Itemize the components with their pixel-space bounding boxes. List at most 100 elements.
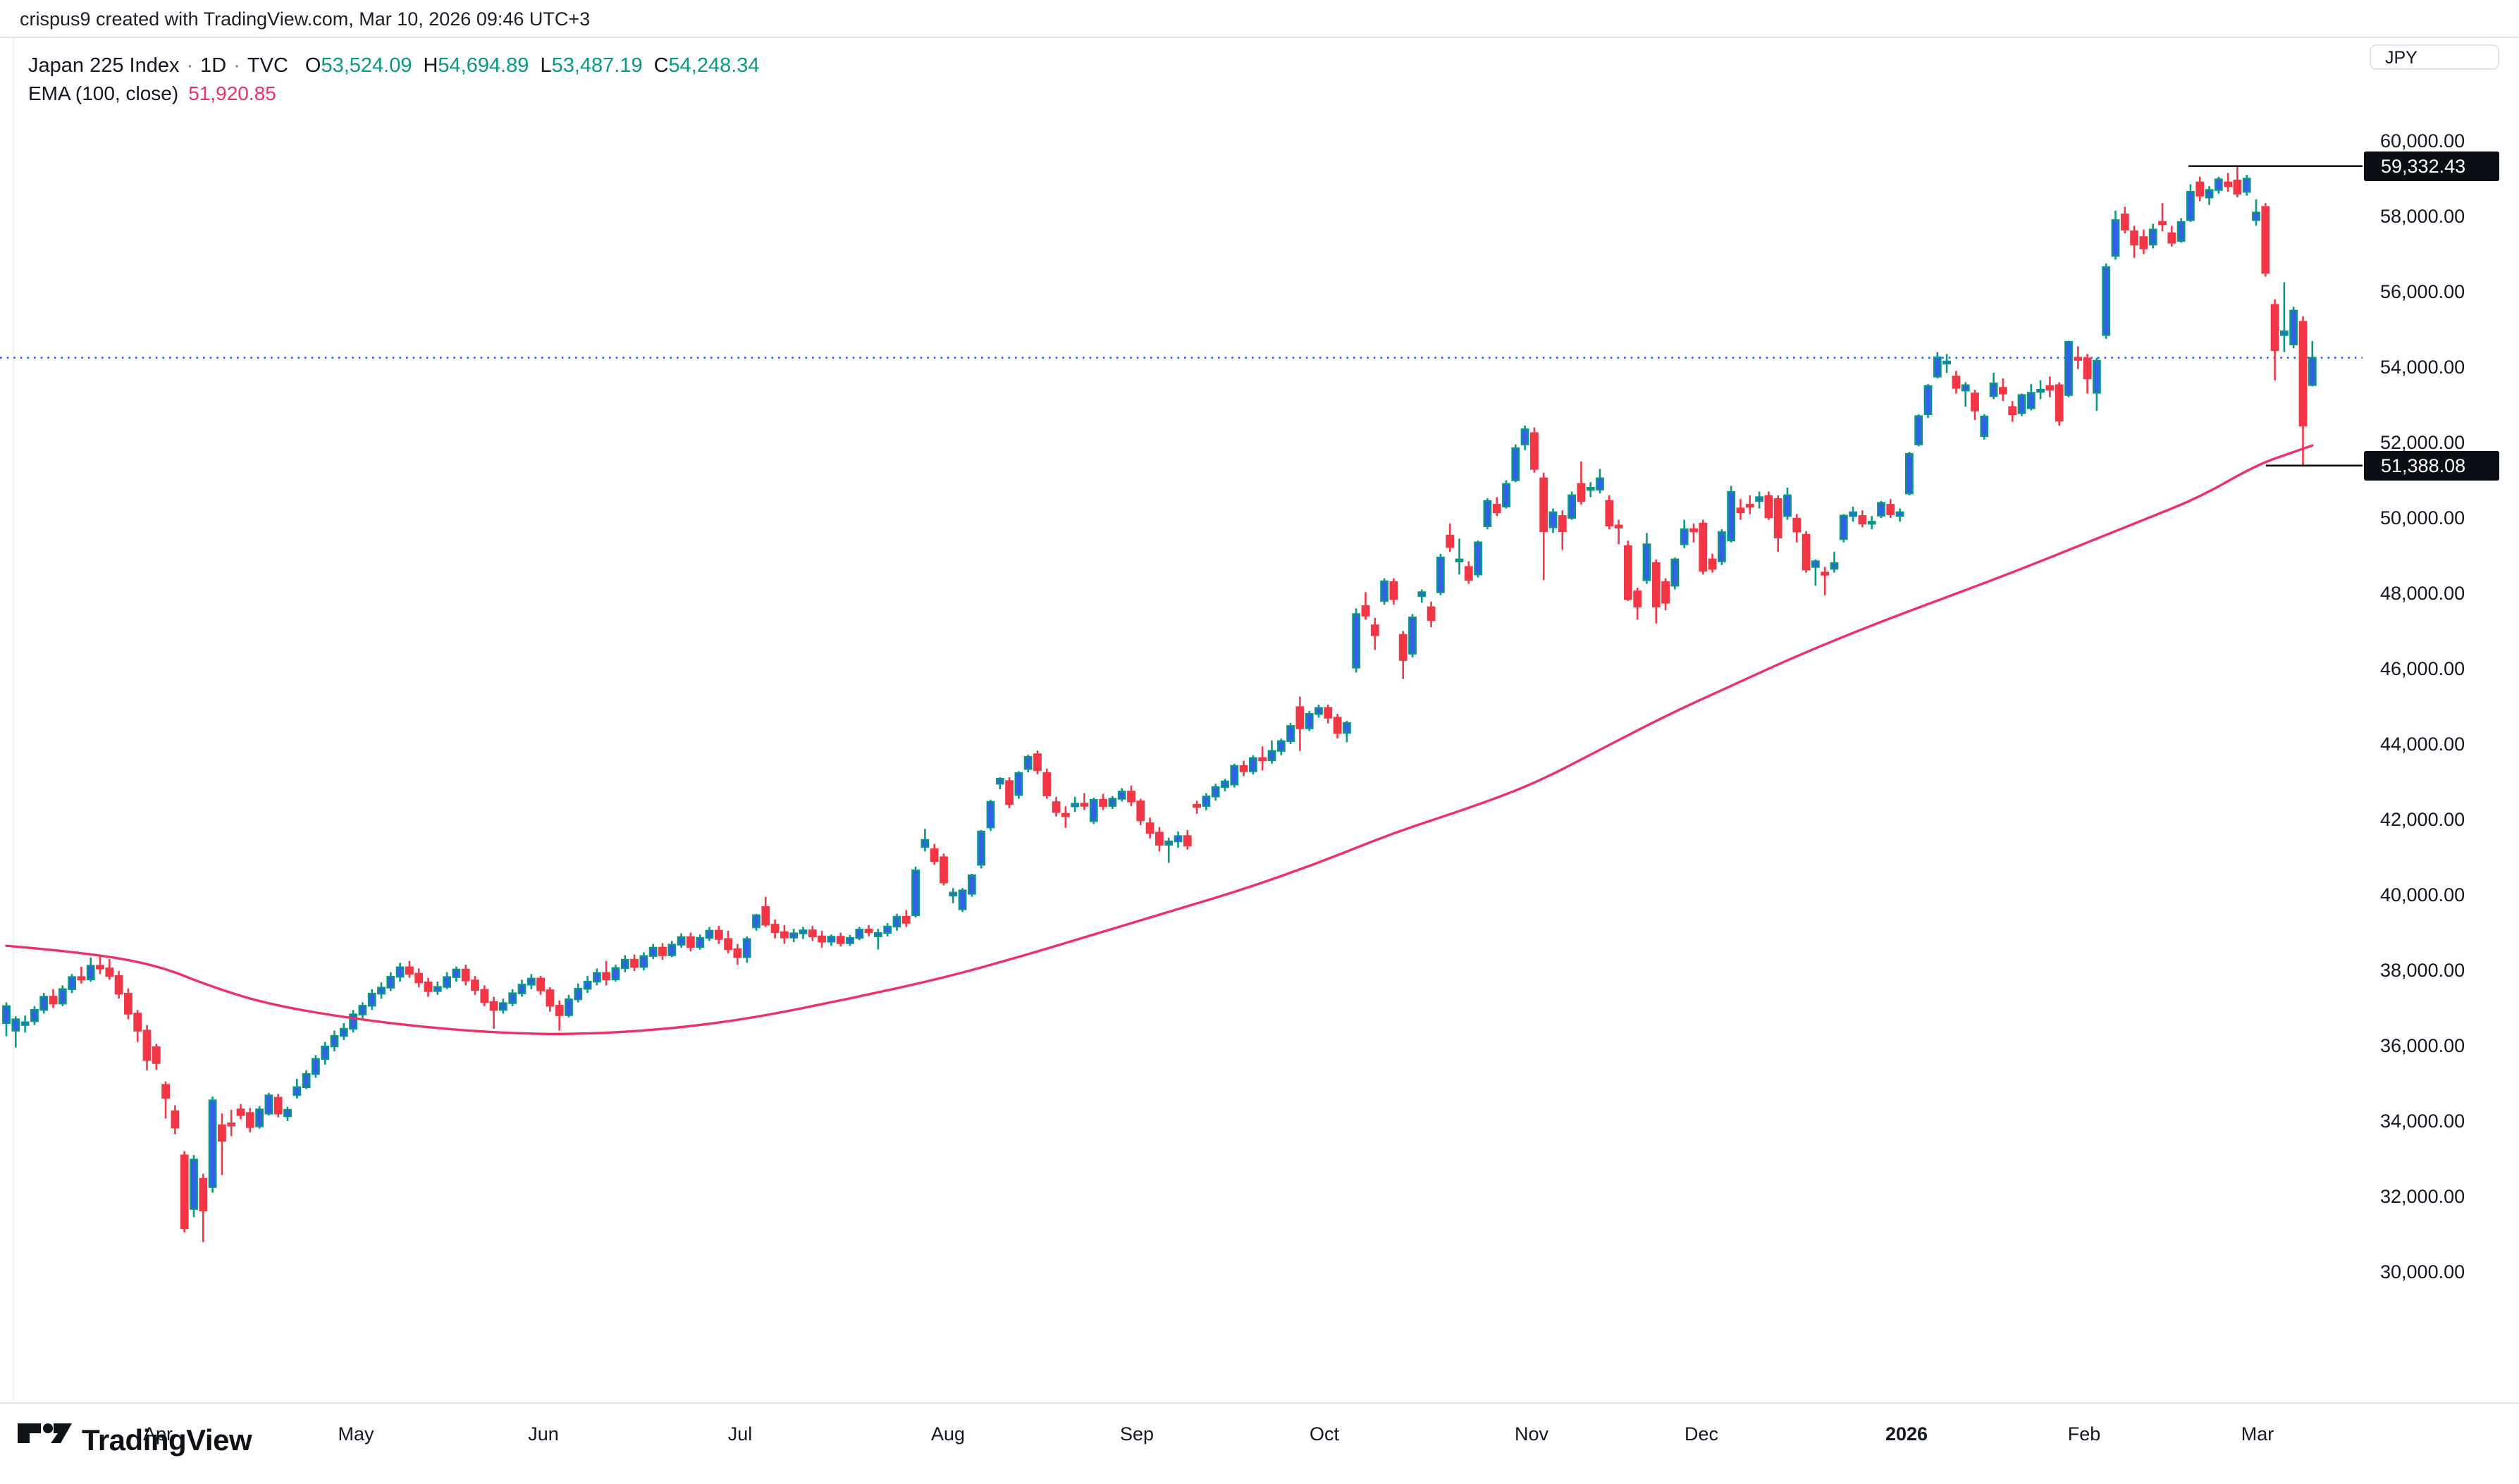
price-axis-label: 42,000.00 <box>2380 809 2465 830</box>
candle-up <box>574 988 583 1001</box>
candle-up <box>1895 511 1904 517</box>
time-axis-label: Nov <box>1514 1423 1549 1445</box>
candle-up <box>565 998 573 1016</box>
candle-up <box>883 925 892 934</box>
ema-indicator-label[interactable]: EMA (100, close) <box>28 82 179 104</box>
candle-down <box>1821 571 1830 576</box>
candle-down <box>171 1110 180 1129</box>
candle-up <box>1108 798 1117 807</box>
candle-up <box>1586 487 1595 491</box>
time-axis-label: Sep <box>1119 1423 1154 1445</box>
candle-up <box>208 1099 217 1188</box>
candle-up <box>1202 796 1211 807</box>
candle-up <box>1568 494 1576 519</box>
candle-up <box>677 936 686 946</box>
candle-up <box>1305 713 1314 729</box>
candle-down <box>1389 581 1398 600</box>
low-value: 53,487.19 <box>551 54 643 77</box>
candle-up <box>2102 266 2111 336</box>
candle-up <box>920 839 930 848</box>
candle-down <box>1398 633 1408 661</box>
price-axis-label: 32,000.00 <box>2380 1186 2465 1207</box>
candle-up <box>1727 490 1736 542</box>
candle-up <box>1230 765 1239 786</box>
high-value: 54,694.89 <box>438 54 529 77</box>
candle-up <box>2 1005 11 1025</box>
candle-up <box>995 778 1004 785</box>
candle-up <box>1117 791 1126 800</box>
candle-down <box>1492 504 1501 514</box>
candle-up <box>1164 840 1174 846</box>
candle-up <box>1942 360 1951 365</box>
candle-up <box>452 968 461 978</box>
candle-down <box>414 972 424 984</box>
candle-down <box>1633 590 1642 607</box>
candle-up <box>349 1013 357 1030</box>
candle-down <box>780 931 789 939</box>
legend-separator: · <box>233 54 240 77</box>
tradingview-logo[interactable]: TradingView <box>18 1423 252 1457</box>
close-label: C <box>653 54 669 77</box>
candle-down <box>658 946 667 956</box>
candle-up <box>977 830 986 866</box>
candle-up <box>20 1021 30 1026</box>
candle-down <box>1792 517 1802 533</box>
candle-down <box>1193 803 1202 808</box>
time-axis-label: Jul <box>727 1423 753 1445</box>
candle-down <box>461 968 470 982</box>
candle-up <box>1830 562 1839 570</box>
candle-up <box>367 992 376 1007</box>
candle-up <box>752 914 760 929</box>
candle-down <box>1061 812 1070 817</box>
candle-down <box>133 1013 142 1032</box>
candle-up <box>1455 558 1464 563</box>
candle-down <box>1361 605 1370 617</box>
candle-down <box>1558 515 1567 532</box>
time-axis-label: Aug <box>930 1423 966 1445</box>
candle-down <box>555 1005 564 1016</box>
candle-down <box>724 938 733 951</box>
candle-up <box>855 929 864 939</box>
candle-up <box>1642 543 1651 581</box>
open-label: O <box>304 54 321 77</box>
interval-label[interactable]: 1D <box>200 54 227 77</box>
candle-down <box>489 1001 498 1011</box>
candle-down <box>1099 798 1108 807</box>
candle-up <box>799 929 808 934</box>
candle-down <box>236 1108 245 1116</box>
currency-button[interactable]: JPY <box>2370 44 2499 70</box>
candle-down <box>1324 707 1333 719</box>
candle-up <box>1961 384 1970 392</box>
candle-down <box>1745 504 1754 508</box>
candle-up <box>1933 356 1942 378</box>
candle-down <box>1042 772 1052 796</box>
candle-down <box>2130 230 2138 246</box>
candle-up <box>499 1002 507 1011</box>
symbol-title[interactable]: Japan 225 Index <box>28 54 180 77</box>
candle-down <box>152 1046 161 1064</box>
candle-down <box>1052 801 1061 813</box>
candle-up <box>1089 798 1098 822</box>
candle-down <box>1258 757 1267 762</box>
ema-line[interactable] <box>5 444 2314 1035</box>
candle-up <box>395 966 405 978</box>
candle-down <box>1183 835 1192 847</box>
candle-down <box>2008 406 2017 416</box>
candle-down <box>1736 507 1745 514</box>
candle-down <box>930 848 939 862</box>
exchange-label[interactable]: TVC <box>247 54 288 77</box>
high-price-badge: 59,332.43 <box>2364 151 2499 181</box>
candle-up <box>583 980 592 990</box>
candle-up <box>292 1086 302 1096</box>
candle-up <box>1755 496 1763 502</box>
candle-down <box>1998 387 2007 395</box>
candle-down <box>1614 524 1623 528</box>
candle-down <box>218 1124 226 1142</box>
candle-down <box>836 936 845 944</box>
candle-up <box>958 889 967 910</box>
candle-up <box>789 932 799 939</box>
candle-up <box>911 870 920 917</box>
candle-up <box>1914 415 1923 445</box>
candle-up <box>892 915 901 928</box>
